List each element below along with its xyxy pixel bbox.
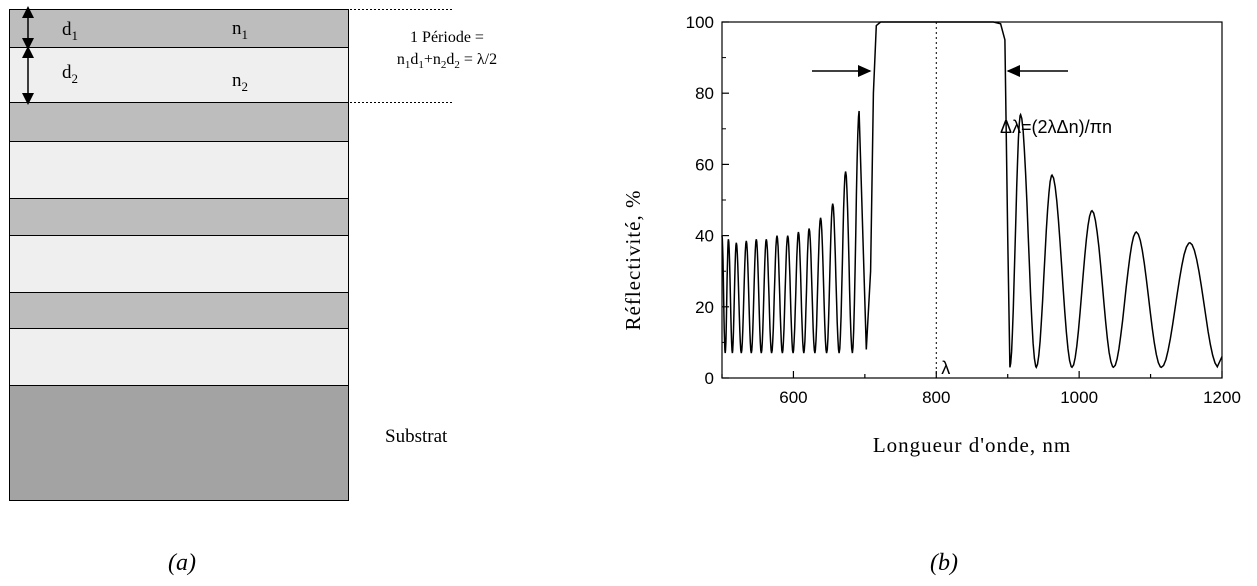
y-tick-label: 100	[686, 13, 714, 32]
period-line-2: n1d1+n2d2 = λ/2	[396, 51, 498, 72]
layer-high-index-3	[9, 198, 349, 236]
reflectivity-chart: 0 20 40 60 80 100 600 800 1000 1200 λ Δλ=(2λΔn)/…	[621, 13, 1241, 457]
thickness-arrows	[22, 5, 34, 105]
d2-label: d2	[62, 62, 78, 86]
y-tick-label: 20	[695, 298, 714, 317]
layer-low-index-2	[9, 141, 349, 199]
y-tick-label: 60	[695, 155, 714, 174]
y-tick-label: 40	[695, 227, 714, 246]
layer-low-index-4	[9, 328, 349, 386]
x-tick-label: 600	[779, 388, 807, 407]
layer-high-index-1	[9, 9, 349, 48]
caption-b: (b)	[930, 550, 958, 576]
bandwidth-formula: Δλ=(2λΔn)/πn	[1000, 117, 1112, 137]
plot-frame	[721, 21, 1223, 379]
n1-label: n1	[232, 18, 248, 42]
x-tick-label: 1000	[1060, 388, 1098, 407]
period-definition: 1 Période = n1d1+n2d2 = λ/2	[358, 27, 536, 76]
d1-label: d1	[62, 19, 78, 43]
reflectivity-curve	[721, 21, 1223, 369]
layer-high-index-4	[9, 292, 349, 329]
layer-low-index-1	[9, 47, 349, 103]
y-axis-ticks: 0 20 40 60 80 100	[686, 13, 729, 388]
y-tick-label: 80	[695, 84, 714, 103]
period-line-1: 1 Période =	[410, 29, 484, 46]
y-tick-label: 0	[705, 369, 714, 388]
x-tick-label: 800	[922, 388, 950, 407]
caption-a: (a)	[168, 550, 196, 576]
layer-low-index-3	[9, 235, 349, 293]
n2-label: n2	[232, 70, 248, 94]
center-wavelength-label: λ	[941, 358, 950, 378]
substrate-layer	[9, 385, 349, 501]
x-axis-ticks: 600 800 1000 1200	[721, 371, 1241, 407]
x-axis-title: Longueur d'onde, nm	[873, 433, 1071, 457]
substrate-label: Substrat	[385, 426, 448, 447]
x-tick-label: 1200	[1203, 388, 1241, 407]
period-markers	[350, 9, 452, 103]
y-axis-title: Réflectivité, %	[621, 190, 645, 331]
